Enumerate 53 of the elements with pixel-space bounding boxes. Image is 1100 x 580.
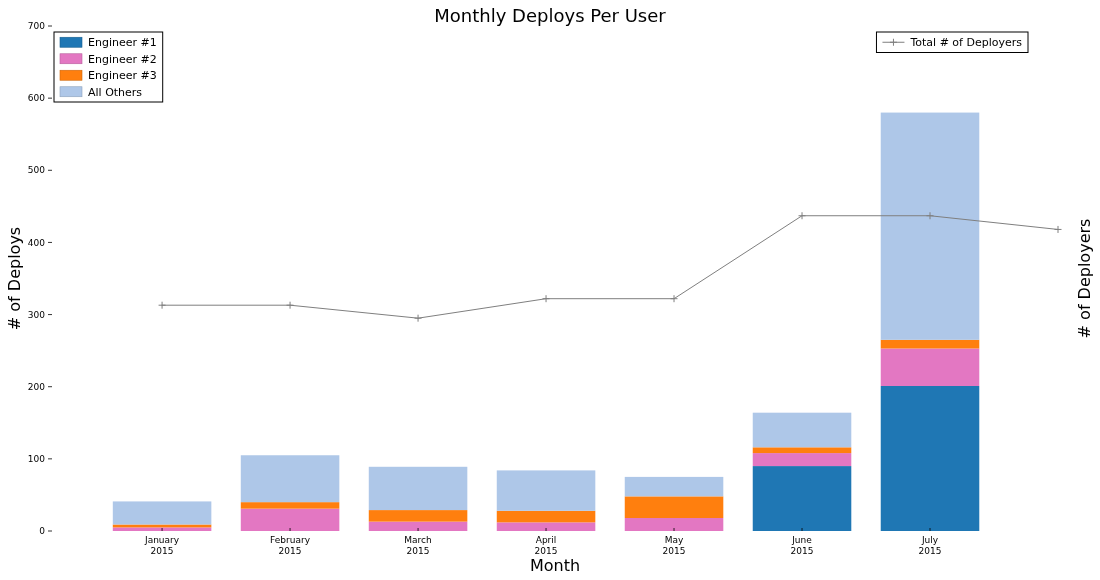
point [286, 301, 295, 310]
x-tick-label: February 2015 [270, 535, 311, 556]
bar [880, 339, 980, 349]
y-tick-label: 500 [27, 165, 46, 176]
y-tick-label: 100 [27, 454, 46, 465]
point [670, 294, 679, 303]
chart-title: Monthly Deploys Per User [434, 5, 667, 26]
bar [112, 501, 212, 525]
y2-axis-title: # of Deployers [1075, 218, 1094, 339]
bar [496, 470, 596, 511]
x-tick-label: January 2015 [144, 535, 180, 556]
bar [368, 466, 468, 511]
bar [496, 510, 596, 523]
y-axis-title: # of Deploys [5, 226, 24, 331]
point [926, 211, 935, 220]
bar [752, 466, 852, 531]
x-tick-label: April 2015 [534, 535, 558, 556]
bar [240, 455, 340, 503]
bar [624, 496, 724, 519]
bar [752, 412, 852, 448]
bar [880, 348, 980, 386]
legend-label: Engineer #2 [88, 52, 157, 66]
y-tick-label: 0 [39, 526, 46, 537]
legend-label: Total # of Deployers [909, 36, 1023, 50]
x-tick-label: July 2015 [918, 535, 942, 556]
legend-label: Engineer #1 [88, 36, 157, 50]
legend-label: All Others [88, 85, 143, 99]
bar [624, 476, 724, 497]
point [542, 294, 551, 303]
bar [880, 385, 980, 531]
point [158, 301, 167, 310]
y-tick-label: 600 [27, 93, 46, 104]
bar [624, 518, 724, 531]
bar [880, 112, 980, 340]
bar [240, 508, 340, 531]
point [414, 314, 423, 323]
legend-label: Engineer #3 [88, 69, 157, 83]
bar [368, 521, 468, 531]
y-tick-label: 700 [27, 21, 46, 32]
x-tick-label: March 2015 [404, 535, 432, 556]
bar [496, 522, 596, 531]
bar [368, 510, 468, 522]
y-tick-label: 200 [27, 381, 46, 392]
y-tick-label: 400 [27, 237, 46, 248]
bar [752, 453, 852, 467]
bar [752, 447, 852, 454]
x-tick-label: May 2015 [662, 535, 686, 556]
point [798, 211, 807, 220]
bar [240, 502, 340, 509]
x-axis-title: Month [529, 556, 581, 575]
y-tick-label: 300 [27, 309, 46, 320]
point [1054, 225, 1062, 234]
x-tick-label: June 2015 [790, 535, 814, 556]
